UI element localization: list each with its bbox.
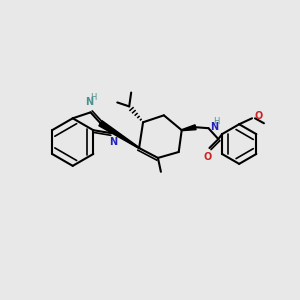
Text: O: O: [254, 111, 262, 121]
Polygon shape: [99, 121, 140, 148]
Text: N: N: [85, 98, 94, 107]
Polygon shape: [182, 125, 196, 131]
Text: N: N: [109, 137, 117, 147]
Text: H: H: [90, 93, 97, 102]
Text: N: N: [210, 122, 219, 132]
Text: H: H: [213, 117, 220, 126]
Text: O: O: [203, 152, 211, 162]
